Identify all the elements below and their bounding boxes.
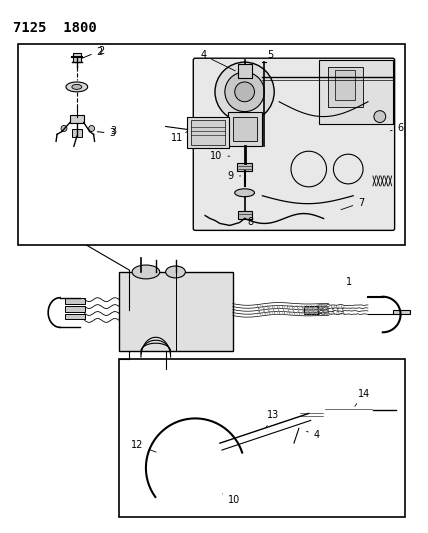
- Circle shape: [294, 418, 304, 429]
- Circle shape: [89, 125, 95, 132]
- Ellipse shape: [66, 82, 88, 92]
- Bar: [329, 67, 363, 107]
- Circle shape: [235, 82, 255, 102]
- Ellipse shape: [166, 266, 185, 278]
- Circle shape: [151, 423, 240, 512]
- Text: 1: 1: [346, 277, 352, 287]
- Text: 12: 12: [131, 440, 156, 452]
- Bar: [72, 130, 82, 138]
- Text: 13: 13: [266, 410, 279, 428]
- Bar: [238, 211, 252, 219]
- Bar: [392, 310, 410, 314]
- Bar: [238, 64, 253, 78]
- Circle shape: [61, 125, 67, 132]
- Text: 10: 10: [223, 494, 240, 505]
- Text: 7125  1800: 7125 1800: [13, 21, 96, 35]
- Circle shape: [189, 462, 201, 474]
- Bar: [65, 305, 85, 311]
- Bar: [191, 119, 225, 146]
- FancyBboxPatch shape: [193, 58, 395, 230]
- Circle shape: [374, 111, 386, 123]
- Bar: [65, 313, 85, 319]
- Ellipse shape: [132, 265, 160, 279]
- Ellipse shape: [235, 189, 255, 197]
- Bar: [228, 111, 262, 146]
- Bar: [187, 117, 229, 148]
- Circle shape: [181, 453, 210, 483]
- Bar: [395, 408, 401, 414]
- Text: 2: 2: [82, 47, 103, 58]
- Circle shape: [225, 72, 265, 111]
- Text: 5: 5: [268, 50, 273, 60]
- Text: 8: 8: [247, 217, 254, 228]
- Text: 9: 9: [228, 171, 241, 181]
- Text: 4: 4: [306, 430, 320, 440]
- Text: 10: 10: [210, 151, 230, 161]
- Bar: [73, 53, 81, 62]
- Bar: [119, 272, 233, 351]
- Bar: [318, 60, 392, 125]
- Text: 11: 11: [171, 132, 187, 143]
- Bar: [237, 163, 253, 171]
- Text: 7: 7: [341, 198, 364, 209]
- Text: 14: 14: [355, 389, 370, 406]
- Bar: [299, 408, 324, 421]
- Bar: [324, 406, 373, 415]
- Text: 6: 6: [390, 124, 404, 133]
- Text: 4: 4: [200, 50, 235, 71]
- Circle shape: [166, 438, 225, 498]
- Text: 3: 3: [110, 126, 116, 136]
- Text: 2: 2: [98, 46, 105, 56]
- Text: 3: 3: [97, 128, 116, 139]
- Bar: [70, 115, 84, 123]
- Bar: [233, 117, 257, 141]
- Bar: [18, 44, 405, 245]
- Bar: [336, 70, 355, 100]
- Bar: [304, 305, 318, 314]
- Bar: [119, 359, 405, 518]
- Circle shape: [215, 62, 274, 122]
- Bar: [65, 297, 85, 304]
- Ellipse shape: [72, 84, 82, 90]
